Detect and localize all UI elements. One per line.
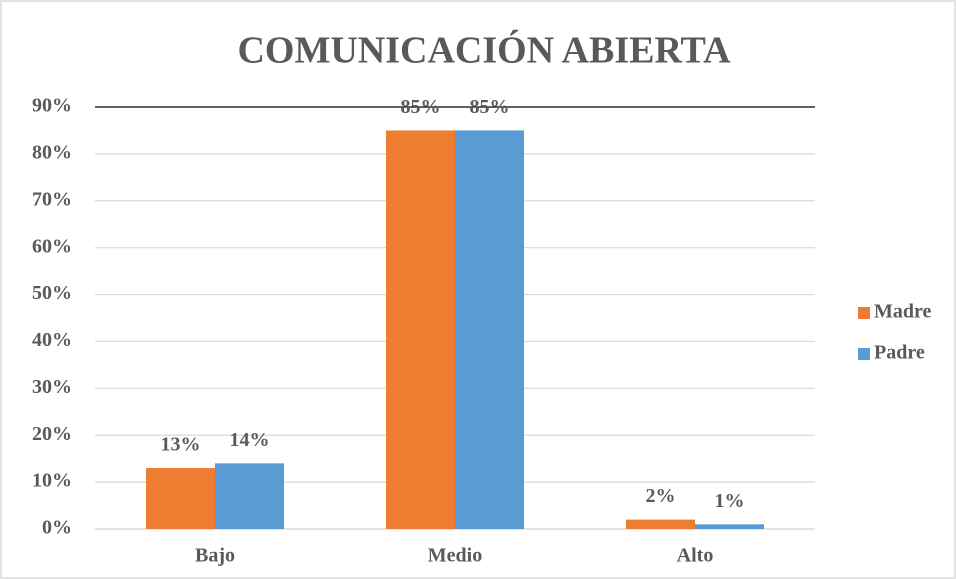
legend-label: Padre	[874, 342, 925, 364]
x-tick-label: Medio	[428, 545, 482, 567]
data-label: 2%	[646, 485, 676, 507]
bar	[455, 130, 524, 529]
y-tick-label: 60%	[32, 235, 72, 257]
data-label: 14%	[230, 429, 270, 451]
y-tick-label: 20%	[32, 423, 72, 445]
y-tick-label: 90%	[32, 95, 72, 117]
data-label: 13%	[161, 434, 201, 456]
bar	[386, 130, 455, 529]
data-label: 1%	[715, 490, 745, 512]
legend-swatch	[858, 307, 870, 319]
bar	[146, 468, 215, 529]
chart-title: COMUNICACIÓN ABIERTA	[237, 30, 731, 72]
y-tick-label: 70%	[32, 188, 72, 210]
bar	[626, 519, 695, 529]
y-tick-label: 50%	[32, 282, 72, 304]
y-tick-label: 40%	[32, 329, 72, 351]
data-label: 85%	[470, 96, 510, 118]
bar	[695, 524, 764, 529]
x-tick-label: Bajo	[195, 545, 235, 567]
legend-swatch	[858, 348, 870, 360]
y-tick-label: 80%	[32, 141, 72, 163]
bar	[215, 463, 284, 529]
y-tick-label: 10%	[32, 470, 72, 492]
y-tick-label: 0%	[42, 517, 72, 539]
y-tick-label: 30%	[32, 376, 72, 398]
data-label: 85%	[401, 96, 441, 118]
legend-label: Madre	[874, 301, 932, 323]
x-tick-label: Alto	[677, 545, 714, 567]
